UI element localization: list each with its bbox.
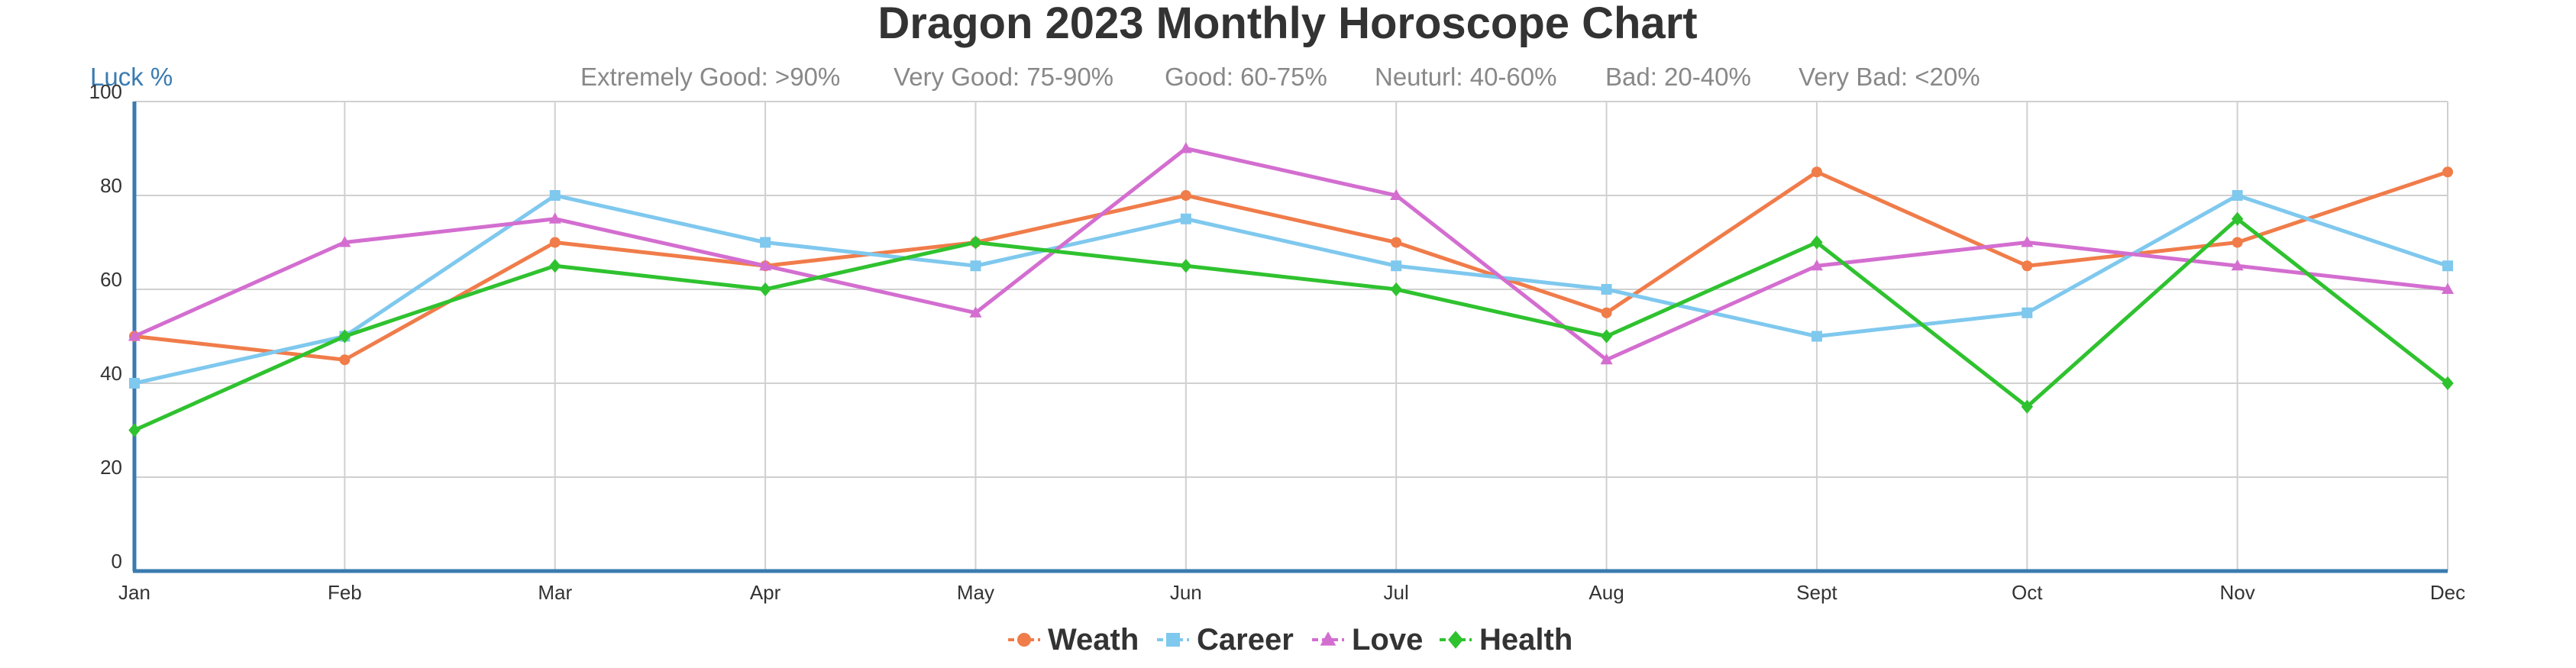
data-point-love (1179, 142, 1192, 153)
data-point-health (1600, 329, 1613, 344)
data-point-health (759, 282, 771, 297)
y-tick-label: 100 (89, 80, 122, 103)
data-point-love (1600, 353, 1613, 365)
luck-scale-legend: Extremely Good: >90% Very Good: 75-90% Goo… (580, 63, 1980, 91)
legend-marker-weath (1017, 633, 1031, 647)
y-axis-label: Luck % (90, 63, 173, 91)
chart-title: Dragon 2023 Monthly Horoscope Chart (878, 0, 1697, 48)
data-point-love (2441, 282, 2455, 294)
grid (134, 101, 2448, 572)
axes: 0 20 40 60 80 100 Jan Feb Mar Apr May Jun Jul Aug Sept… (89, 80, 2466, 604)
luck-scale-item: Good: 60-75% (1165, 63, 1327, 91)
y-tick-label: 0 (112, 550, 122, 573)
legend-label-weath: Weath (1048, 623, 1139, 657)
x-tick-label: Mar (538, 581, 572, 604)
series-line-weath (134, 169, 2448, 362)
legend-marker-career (1166, 633, 1180, 647)
data-point-health (1390, 282, 1402, 297)
data-point-career (1601, 284, 1612, 295)
luck-scale-item: Neuturl: 40-60% (1375, 63, 1556, 91)
data-point-health (2442, 376, 2454, 391)
data-point-weath (1601, 307, 1612, 318)
data-point-career (970, 260, 981, 272)
data-point-weath (2022, 260, 2033, 272)
data-point-health (2231, 211, 2244, 226)
data-point-love (128, 330, 141, 341)
x-tick-label: Dec (2430, 581, 2465, 604)
series-legend[interactable]: Weath Career Love Health (1008, 623, 1572, 657)
x-tick-label: Apr (750, 581, 781, 604)
data-point-career (549, 190, 561, 201)
series-love (128, 142, 2455, 365)
legend-label-love: Love (1352, 623, 1423, 657)
x-tick-label: Sept (1796, 581, 1837, 604)
luck-scale-item: Extremely Good: >90% (580, 63, 840, 91)
legend-marker-health (1448, 631, 1463, 649)
x-tick-label: Jan (118, 581, 150, 604)
data-point-health (128, 423, 141, 437)
data-point-career (1180, 213, 1191, 224)
data-point-health (549, 259, 561, 273)
data-point-love (548, 212, 561, 224)
data-point-love (1390, 189, 1403, 200)
x-tick-label: Feb (328, 581, 362, 604)
data-point-love (969, 306, 982, 318)
series-line-health (133, 217, 2449, 432)
x-tick-label: Jun (1170, 581, 1202, 604)
legend-item-weath[interactable]: Weath (1008, 623, 1139, 657)
data-point-love (759, 259, 772, 271)
y-tick-label: 40 (100, 362, 122, 385)
legend-item-career[interactable]: Career (1157, 623, 1294, 657)
x-tick-label: Nov (2220, 581, 2255, 604)
data-point-career (2022, 307, 2033, 318)
x-tick-label: Jul (1384, 581, 1409, 604)
y-tick-label: 60 (100, 268, 122, 291)
y-tick-label: 80 (100, 174, 122, 197)
legend-item-health[interactable]: Health (1440, 623, 1572, 657)
data-point-weath (339, 354, 351, 366)
series-line-career (134, 193, 2448, 386)
series-lines (128, 142, 2455, 437)
data-point-weath (549, 237, 561, 248)
luck-scale-item: Very Bad: <20% (1799, 63, 1980, 91)
data-point-weath (1180, 190, 1191, 201)
luck-scale-item: Bad: 20-40% (1605, 63, 1751, 91)
legend-marker-love (1320, 631, 1336, 646)
data-point-weath (2442, 166, 2453, 178)
x-tick-label: Aug (1589, 581, 1624, 604)
data-point-love (2021, 236, 2034, 247)
data-point-love (1810, 259, 1823, 271)
legend-label-career: Career (1197, 623, 1294, 657)
data-point-career (1811, 331, 1822, 342)
data-point-career (760, 237, 771, 248)
data-point-career (2232, 190, 2243, 201)
x-tick-label: May (957, 581, 994, 604)
series-line-love (133, 147, 2448, 362)
data-point-health (1811, 235, 1823, 250)
data-point-health (338, 329, 351, 344)
data-point-weath (1811, 166, 1822, 178)
legend-label-health: Health (1479, 623, 1572, 657)
data-point-career (1391, 260, 1402, 272)
data-point-love (338, 236, 351, 247)
data-point-career (129, 378, 140, 389)
data-point-career (2442, 260, 2453, 272)
legend-item-love[interactable]: Love (1312, 623, 1423, 657)
y-tick-label: 20 (100, 456, 122, 479)
x-tick-label: Oct (2012, 581, 2043, 604)
data-point-love (2231, 259, 2244, 271)
data-point-health (969, 235, 982, 250)
data-point-health (1180, 259, 1192, 273)
series-health (128, 211, 2454, 437)
data-point-weath (2232, 237, 2243, 248)
data-point-weath (1391, 237, 1402, 248)
data-point-health (2021, 399, 2033, 414)
luck-scale-item: Very Good: 75-90% (894, 63, 1113, 91)
